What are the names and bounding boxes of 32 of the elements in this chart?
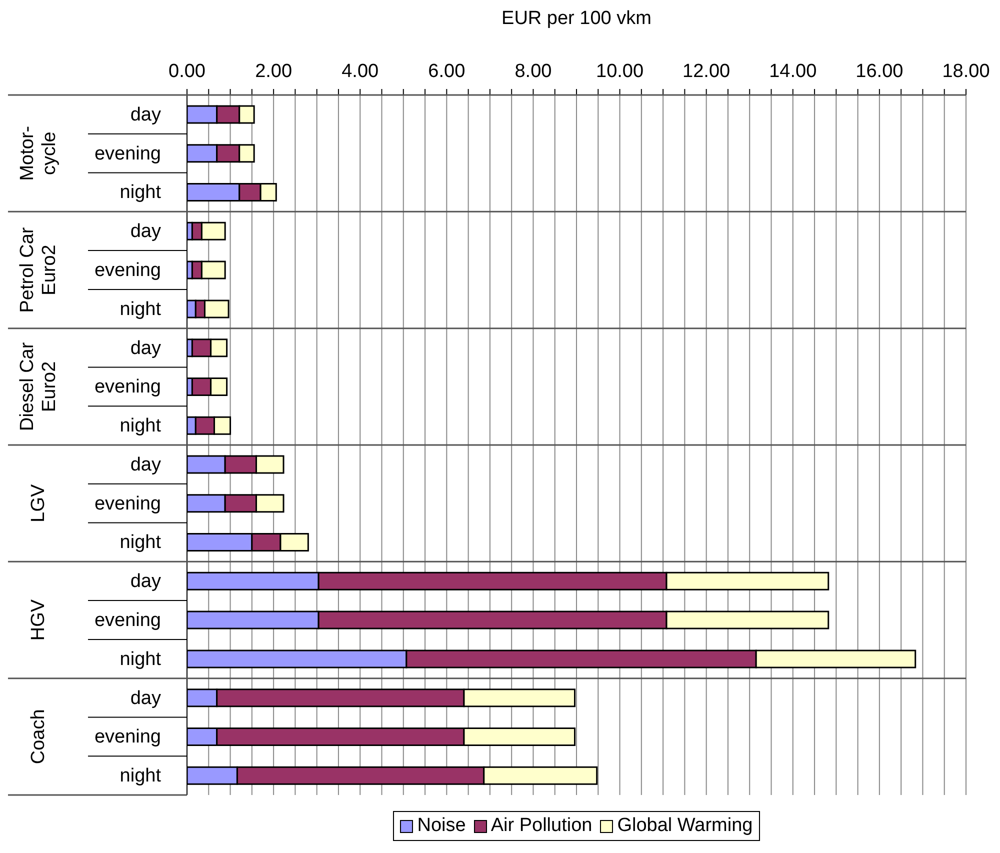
y-tick-label: day (130, 221, 162, 242)
y-tick-label: day (130, 104, 162, 126)
x-tick-label: 4.00 (342, 61, 379, 82)
x-axis-title: EUR per 100 vkm (500, 8, 652, 30)
y-tick-label: night (120, 298, 162, 320)
y-tick-label: evening (94, 493, 161, 514)
y-tick-label: night (120, 766, 162, 787)
x-tick-label: 0.00 (168, 61, 206, 82)
x-tick-label: 16.00 (856, 61, 904, 82)
x-tick-label: 14.00 (769, 61, 817, 82)
y-tick-label: night (120, 532, 162, 554)
x-tick-label: 8.00 (514, 61, 552, 82)
x-tick-label: 10.00 (596, 61, 644, 82)
y-tick-label: evening (94, 376, 161, 398)
y-tick-label: day (130, 338, 162, 359)
legend-label: Noise (417, 815, 466, 837)
y-tick-label: evening (94, 726, 161, 748)
legend-label: Global Warming (617, 815, 753, 837)
x-tick-label: 12.00 (682, 61, 730, 82)
legend-label: Air Pollution (490, 815, 592, 837)
y-tick-label: night (120, 416, 162, 437)
y-tick-label: evening (94, 143, 161, 164)
y-tick-label: day (130, 454, 162, 476)
y-tick-label: night (120, 648, 162, 670)
y-tick-label: day (130, 688, 162, 709)
y-tick-label: night (120, 182, 162, 204)
y-tick-label: evening (94, 610, 161, 631)
x-tick-label: 2.00 (255, 61, 292, 82)
x-tick-label: 18.00 (942, 61, 990, 82)
y-tick-label: day (130, 571, 162, 592)
y-tick-label: evening (94, 260, 161, 281)
x-tick-label: 6.00 (428, 61, 466, 82)
